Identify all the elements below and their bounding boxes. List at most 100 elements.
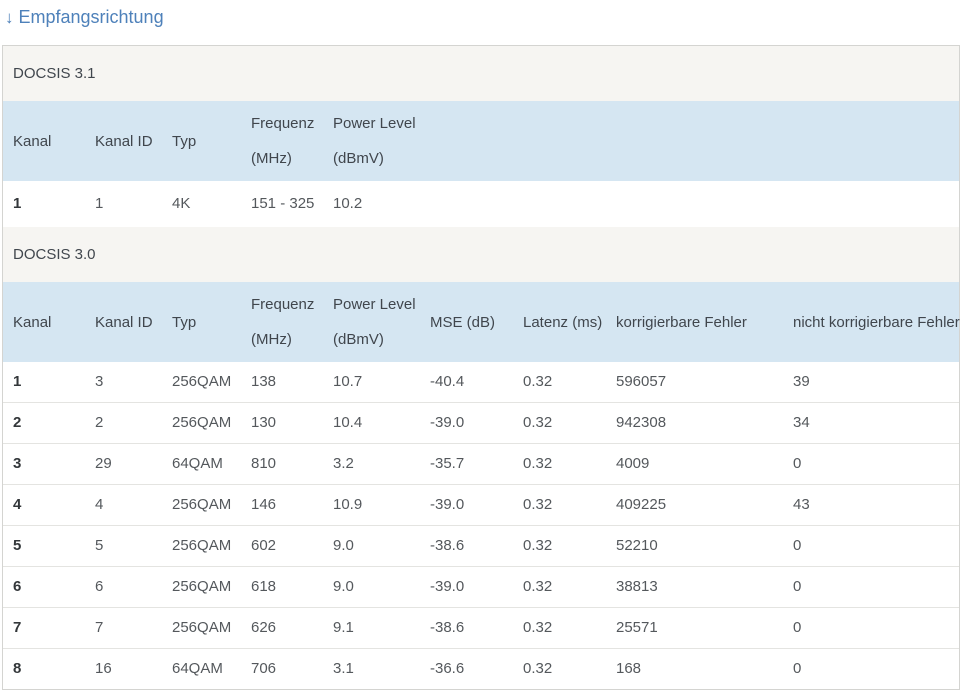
channel-value-cell: 25571 (606, 607, 783, 649)
channel-value-cell: 256QAM (162, 484, 241, 526)
docsis30-table-row: 4 4 256QAM 146 10.9 -39.0 0.32 409225 43 (3, 484, 959, 526)
channel-value-cell: 43 (783, 484, 959, 526)
column-header-line: Power Level (333, 115, 416, 132)
column-header-line: (MHz) (251, 331, 292, 348)
channel-value-cell: -38.6 (420, 525, 513, 567)
channel-value-cell: 3.1 (323, 648, 420, 689)
channel-value-cell: 146 (241, 484, 323, 526)
channel-value-cell: -39.0 (420, 484, 513, 526)
docsis30-table-row: 8 16 64QAM 706 3.1 -36.6 0.32 168 0 (3, 648, 959, 689)
channel-value-cell: 10.9 (323, 484, 420, 526)
channel-value-cell: 34 (783, 402, 959, 444)
channel-value-cell: 0 (783, 443, 959, 485)
channel-value-cell: 256QAM (162, 402, 241, 444)
column-header-frequenz: Frequenz (MHz) (241, 101, 323, 181)
column-header-line: Latenz (ms) (523, 313, 603, 331)
channel-value-cell: 5 (85, 525, 162, 567)
column-header-mse-db: MSE (dB) (420, 282, 513, 362)
channel-value-cell: 602 (241, 525, 323, 567)
channel-value-cell: 4009 (606, 443, 783, 485)
column-header-line: (MHz) (251, 150, 292, 167)
column-header-line: MSE (dB) (430, 313, 496, 331)
empfangsrichtung-heading[interactable]: ↓ Empfangsrichtung (5, 7, 164, 28)
docsis30-table-row: 1 3 256QAM 138 10.7 -40.4 0.32 596057 39 (3, 362, 959, 403)
channel-number-cell: 8 (3, 648, 85, 689)
column-header-line: Kanal ID (95, 313, 153, 331)
channel-value-cell: 9.0 (323, 525, 420, 567)
channel-value-cell: 38813 (606, 566, 783, 608)
column-header-kanal-id: Kanal ID (85, 101, 162, 181)
column-header-korrigierbare-fehler: korrigierbare Fehler (606, 282, 783, 362)
down-arrow-icon: ↓ (5, 8, 14, 27)
channel-value-cell: 9.1 (323, 607, 420, 649)
channel-value-cell: -39.0 (420, 566, 513, 608)
docsis30-table-row: 5 5 256QAM 602 9.0 -38.6 0.32 52210 0 (3, 525, 959, 567)
docsis30-table-row: 3 29 64QAM 810 3.2 -35.7 0.32 4009 0 (3, 443, 959, 485)
channel-value-cell: 256QAM (162, 607, 241, 649)
column-header-latenz-ms: Latenz (ms) (513, 282, 606, 362)
docsis31-section-label: DOCSIS 3.1 (3, 46, 959, 101)
channel-value-cell: 0 (783, 648, 959, 689)
channel-value-cell: 0.32 (513, 607, 606, 649)
column-header-line: Frequenz (251, 296, 315, 313)
column-header-line: Kanal ID (95, 132, 153, 150)
channel-value-cell: 0.32 (513, 362, 606, 403)
docsis30-header-row: Kanal Kanal ID Typ Frequenz (MHz) Power Level… (3, 282, 960, 362)
channel-tables-panel: DOCSIS 3.1 Kanal Kanal ID Typ Frequenz (MHz) P… (2, 45, 960, 690)
channel-value-cell: -35.7 (420, 443, 513, 485)
channel-value-cell: 138 (241, 362, 323, 403)
channel-value-cell: 1 (85, 181, 162, 227)
channel-value-cell: 0 (783, 607, 959, 649)
channel-number-cell: 1 (3, 362, 85, 403)
channel-value-cell: 7 (85, 607, 162, 649)
column-header-power-level: Power Level (dBmV) (323, 101, 959, 181)
channel-value-cell: 409225 (606, 484, 783, 526)
channel-value-cell: 3.2 (323, 443, 420, 485)
channel-number-cell: 6 (3, 566, 85, 608)
column-header-line: Typ (172, 313, 197, 331)
column-header-line: korrigierbare Fehler (616, 313, 747, 331)
channel-value-cell: 810 (241, 443, 323, 485)
channel-number-cell: 1 (3, 181, 85, 227)
docsis31-header-row: Kanal Kanal ID Typ Frequenz (MHz) Power Level… (3, 101, 959, 181)
channel-value-cell: 10.2 (323, 181, 959, 227)
docsis30-table-row: 2 2 256QAM 130 10.4 -39.0 0.32 942308 34 (3, 402, 959, 444)
channel-value-cell: 16 (85, 648, 162, 689)
channel-value-cell: 0.32 (513, 443, 606, 485)
channel-number-cell: 2 (3, 402, 85, 444)
column-header-typ: Typ (162, 101, 241, 181)
channel-value-cell: 4K (162, 181, 241, 227)
channel-value-cell: 596057 (606, 362, 783, 403)
channel-value-cell: -40.4 (420, 362, 513, 403)
column-header-line: Kanal (13, 132, 52, 150)
column-header-line: Kanal (13, 313, 52, 331)
page-title-text: Empfangsrichtung (18, 7, 164, 27)
column-header-kanal: Kanal (3, 101, 85, 181)
channel-value-cell: -38.6 (420, 607, 513, 649)
channel-value-cell: 0.32 (513, 525, 606, 567)
column-header-power-level: Power Level (dBmV) (323, 282, 420, 362)
column-header-line: nicht korrigierbare Fehler (793, 313, 960, 331)
docsis30-section-label: DOCSIS 3.0 (3, 227, 959, 282)
channel-value-cell: -39.0 (420, 402, 513, 444)
column-header-line: (dBmV) (333, 150, 384, 167)
channel-value-cell: 0.32 (513, 484, 606, 526)
channel-value-cell: 706 (241, 648, 323, 689)
channel-value-cell: 256QAM (162, 362, 241, 403)
channel-value-cell: 6 (85, 566, 162, 608)
column-header-line: (dBmV) (333, 331, 384, 348)
docsis30-table-row: 7 7 256QAM 626 9.1 -38.6 0.32 25571 0 (3, 607, 959, 649)
channel-value-cell: 0.32 (513, 566, 606, 608)
column-header-kanal: Kanal (3, 282, 85, 362)
channel-value-cell: 64QAM (162, 648, 241, 689)
channel-value-cell: 942308 (606, 402, 783, 444)
channel-value-cell: -36.6 (420, 648, 513, 689)
channel-number-cell: 7 (3, 607, 85, 649)
channel-value-cell: 39 (783, 362, 959, 403)
column-header-line: Typ (172, 132, 197, 150)
channel-value-cell: 3 (85, 362, 162, 403)
channel-value-cell: 9.0 (323, 566, 420, 608)
column-header-typ: Typ (162, 282, 241, 362)
column-header-line: Frequenz (251, 115, 315, 132)
column-header-frequenz: Frequenz (MHz) (241, 282, 323, 362)
